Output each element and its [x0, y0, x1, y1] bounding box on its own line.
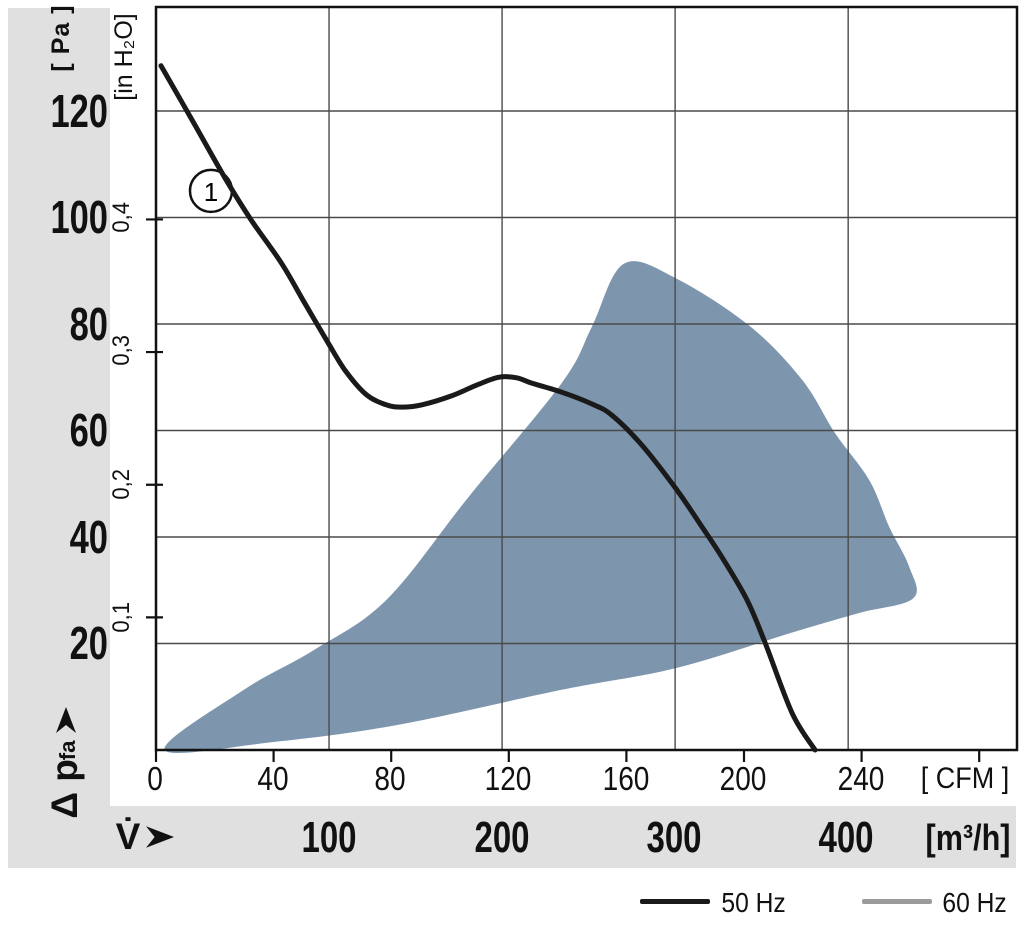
x-tick-label-120cfm: 120: [484, 760, 532, 797]
y-tick-label-120pa: 120: [50, 85, 108, 137]
x-tick-label-200m3h: 200: [474, 813, 530, 862]
legend-label-50hz: 50 Hz: [721, 887, 786, 918]
y-axis-symbol-text: Δ p: [44, 759, 85, 819]
x-axis-unit-m3h: [m³/h]: [925, 817, 1011, 858]
x-tick-label-80cfm: 80: [374, 760, 406, 797]
x-axis-arrow-icon: [146, 816, 175, 858]
x-tick-label-300m3h: 300: [646, 813, 702, 862]
y-axis-unit-pa: [ Pa ]: [46, 4, 75, 72]
x-tick-label-100m3h: 100: [301, 813, 357, 862]
x-tick-label-200cfm: 200: [719, 760, 767, 797]
curve-50hz: [158, 63, 818, 753]
y-axis-symbol: Δ p fa: [44, 688, 86, 838]
plot-frame: [154, 5, 1019, 752]
legend-label-60hz: 60 Hz: [942, 887, 1007, 918]
y-axis-symbol-subscript: fa: [55, 740, 81, 761]
x-axis-symbol-text: V̇: [115, 816, 141, 857]
x-tick-label-40cfm: 40: [257, 760, 289, 797]
y-tick-label-20pa: 20: [69, 617, 108, 669]
legend-line-50hz: [640, 899, 710, 904]
x-axis-unit-cfm: [ CFM ]: [920, 762, 1010, 795]
y-tick-label-40pa: 40: [69, 511, 108, 563]
operating-range-area: [164, 261, 917, 754]
y-tick-label-0p2inh2o: 0,2: [108, 468, 135, 500]
y-tick-label-60pa: 60: [69, 404, 108, 456]
x-tick-label-240cfm: 240: [837, 760, 885, 797]
legend-line-60hz: [862, 899, 932, 904]
y-tick-label-0p1inh2o: 0,1: [108, 601, 135, 633]
y-tick-label-0p4inh2o: 0,4: [108, 201, 135, 233]
y-tick-label-80pa: 80: [69, 298, 108, 350]
x-tick-label-400m3h: 400: [818, 813, 874, 862]
y-tick-label-100pa: 100: [50, 191, 108, 243]
y-tick-label-0p3inh2o: 0,3: [108, 334, 135, 366]
left-axis-band: [8, 8, 110, 868]
curve-1-marker-label: 1: [204, 177, 218, 207]
bottom-axis-band: [8, 806, 1016, 868]
x-tick-label-0cfm: 0: [147, 760, 163, 797]
x-axis-symbol: V̇: [100, 815, 190, 859]
y-axis-arrow-icon: [44, 707, 86, 734]
y-axis-unit-inh2o: [in H₂O]: [109, 13, 138, 101]
x-tick-label-160cfm: 160: [602, 760, 650, 797]
